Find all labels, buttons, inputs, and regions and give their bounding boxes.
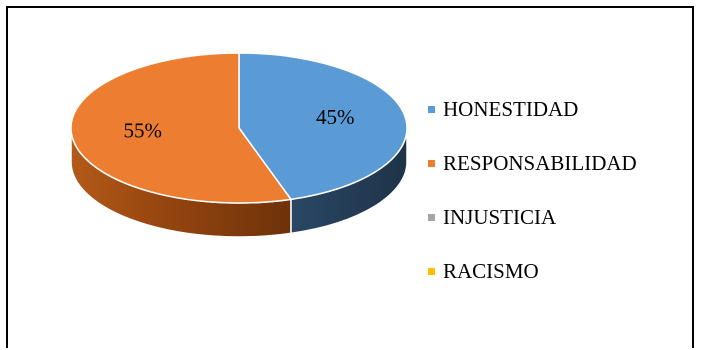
- legend-item-injusticia: INJUSTICIA: [428, 204, 637, 231]
- legend-swatch-honestidad: [428, 106, 435, 113]
- legend-label-honestidad: HONESTIDAD: [443, 97, 579, 121]
- legend-item-racismo: RACISMO: [428, 258, 637, 285]
- legend-label-injusticia: INJUSTICIA: [443, 205, 557, 229]
- legend-label-responsabilidad: RESPONSABILIDAD: [443, 151, 637, 175]
- legend-item-honestidad: HONESTIDAD: [428, 96, 637, 123]
- legend-swatch-injusticia: [428, 214, 435, 221]
- pie-slice-responsabilidad: [70, 52, 292, 204]
- chart-legend: HONESTIDAD RESPONSABILIDAD INJUSTICIA RA…: [428, 96, 637, 312]
- legend-swatch-racismo: [428, 268, 435, 275]
- legend-item-responsabilidad: RESPONSABILIDAD: [428, 150, 637, 177]
- legend-label-racismo: RACISMO: [443, 259, 539, 283]
- pie-chart: 45% 55%: [70, 52, 408, 238]
- data-label-responsabilidad: 55%: [124, 119, 163, 143]
- data-label-honestidad: 45%: [316, 105, 355, 129]
- legend-swatch-responsabilidad: [428, 160, 435, 167]
- chart-frame: 45% 55% HONESTIDAD RESPONSABILIDAD INJUST…: [6, 6, 694, 348]
- pie-slice-honestidad: [238, 52, 408, 201]
